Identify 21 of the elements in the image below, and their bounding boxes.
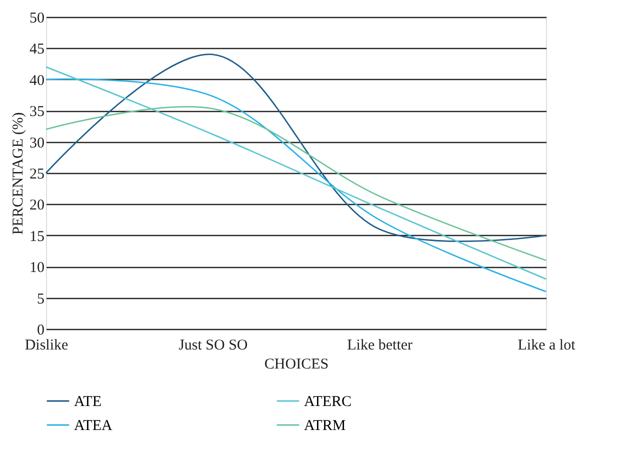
y-tick-label: 25	[30, 166, 44, 182]
x-tick-label: Like a lot	[518, 338, 576, 354]
y-tick-label: 30	[30, 135, 44, 152]
legend-label: ATERC	[304, 394, 352, 410]
x-tick-label: Like better	[347, 338, 413, 354]
legend-label: ATRM	[304, 418, 346, 434]
y-tick-label: 45	[30, 42, 44, 58]
y-tick-label: 15	[30, 228, 44, 245]
y-tick-label: 0	[37, 322, 44, 338]
y-tick-label: 10	[30, 260, 44, 276]
x-tick-label: Dislike	[24, 338, 68, 354]
y-tick-label: 50	[30, 10, 44, 26]
y-axis-title: PERCENTAGE (%)	[10, 112, 26, 235]
y-tick-label: 5	[37, 291, 44, 308]
legend-label: ATEA	[74, 418, 112, 434]
y-tick-label: 20	[30, 198, 44, 214]
y-tick-label: 40	[30, 72, 44, 89]
legend-label: ATE	[74, 394, 102, 410]
x-axis-title: CHOICES	[264, 356, 329, 372]
x-tick-label: Just SO SO	[178, 338, 248, 354]
y-tick-label: 35	[30, 104, 44, 120]
